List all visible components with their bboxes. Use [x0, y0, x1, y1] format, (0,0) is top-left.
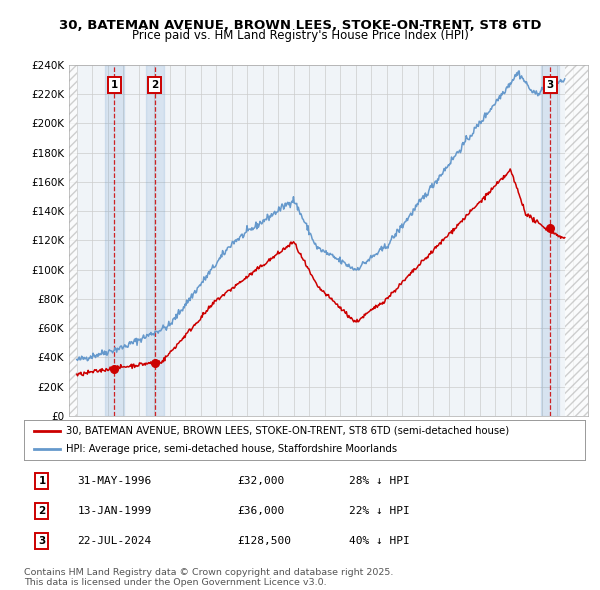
Text: 3: 3: [38, 536, 46, 546]
Bar: [69, 65, 77, 416]
Text: 31-MAY-1996: 31-MAY-1996: [77, 476, 152, 486]
Text: 22% ↓ HPI: 22% ↓ HPI: [349, 506, 410, 516]
Text: 2: 2: [151, 80, 158, 90]
Bar: [541, 65, 559, 416]
Text: 13-JAN-1999: 13-JAN-1999: [77, 506, 152, 516]
Text: Price paid vs. HM Land Registry's House Price Index (HPI): Price paid vs. HM Land Registry's House …: [131, 30, 469, 42]
Text: £32,000: £32,000: [237, 476, 284, 486]
Text: 28% ↓ HPI: 28% ↓ HPI: [349, 476, 410, 486]
Bar: [105, 65, 124, 416]
Text: HPI: Average price, semi-detached house, Staffordshire Moorlands: HPI: Average price, semi-detached house,…: [66, 444, 397, 454]
Text: 30, BATEMAN AVENUE, BROWN LEES, STOKE-ON-TRENT, ST8 6TD: 30, BATEMAN AVENUE, BROWN LEES, STOKE-ON…: [59, 19, 541, 32]
Text: £128,500: £128,500: [237, 536, 291, 546]
Text: 1: 1: [38, 476, 46, 486]
Text: 1: 1: [110, 80, 118, 90]
Text: Contains HM Land Registry data © Crown copyright and database right 2025.
This d: Contains HM Land Registry data © Crown c…: [24, 568, 394, 587]
Bar: [146, 65, 164, 416]
Text: 2: 2: [38, 506, 46, 516]
Text: 40% ↓ HPI: 40% ↓ HPI: [349, 536, 410, 546]
Text: £36,000: £36,000: [237, 506, 284, 516]
Text: 3: 3: [547, 80, 554, 90]
Text: 22-JUL-2024: 22-JUL-2024: [77, 536, 152, 546]
Bar: [565, 65, 588, 416]
Text: 30, BATEMAN AVENUE, BROWN LEES, STOKE-ON-TRENT, ST8 6TD (semi-detached house): 30, BATEMAN AVENUE, BROWN LEES, STOKE-ON…: [66, 426, 509, 436]
